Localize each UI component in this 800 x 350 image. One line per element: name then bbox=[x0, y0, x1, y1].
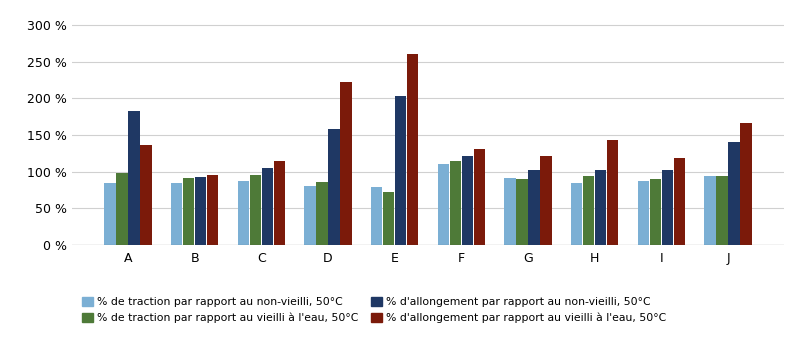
Bar bbox=[504, 178, 516, 245]
Bar bbox=[728, 142, 740, 245]
Bar bbox=[104, 183, 116, 245]
Bar bbox=[407, 55, 418, 245]
Bar bbox=[595, 169, 606, 245]
Legend: % de traction par rapport au non-vieilli, 50°C, % de traction par rapport au vie: % de traction par rapport au non-vieilli… bbox=[78, 293, 671, 328]
Bar bbox=[662, 169, 673, 245]
Bar bbox=[304, 186, 316, 245]
Bar bbox=[183, 177, 194, 245]
Bar bbox=[650, 179, 661, 245]
Bar bbox=[140, 145, 152, 245]
Bar bbox=[128, 111, 140, 245]
Bar bbox=[371, 187, 382, 245]
Bar bbox=[716, 176, 728, 245]
Bar bbox=[316, 182, 328, 245]
Bar bbox=[528, 169, 540, 245]
Bar bbox=[274, 161, 285, 245]
Bar bbox=[740, 122, 752, 245]
Bar bbox=[450, 161, 461, 245]
Bar bbox=[540, 156, 552, 245]
Bar bbox=[328, 129, 340, 245]
Bar bbox=[704, 176, 716, 245]
Bar bbox=[638, 181, 649, 245]
Bar bbox=[583, 176, 594, 245]
Bar bbox=[607, 140, 618, 245]
Bar bbox=[340, 82, 352, 245]
Bar bbox=[516, 179, 528, 245]
Bar bbox=[462, 156, 473, 245]
Bar bbox=[250, 175, 261, 245]
Bar bbox=[438, 164, 449, 245]
Bar bbox=[571, 183, 582, 245]
Bar bbox=[195, 177, 206, 245]
Bar bbox=[383, 191, 394, 245]
Bar bbox=[674, 158, 685, 245]
Bar bbox=[238, 181, 249, 245]
Bar bbox=[207, 175, 218, 245]
Bar bbox=[474, 149, 485, 245]
Bar bbox=[395, 96, 406, 245]
Bar bbox=[262, 168, 273, 245]
Bar bbox=[171, 183, 182, 245]
Bar bbox=[116, 173, 128, 245]
